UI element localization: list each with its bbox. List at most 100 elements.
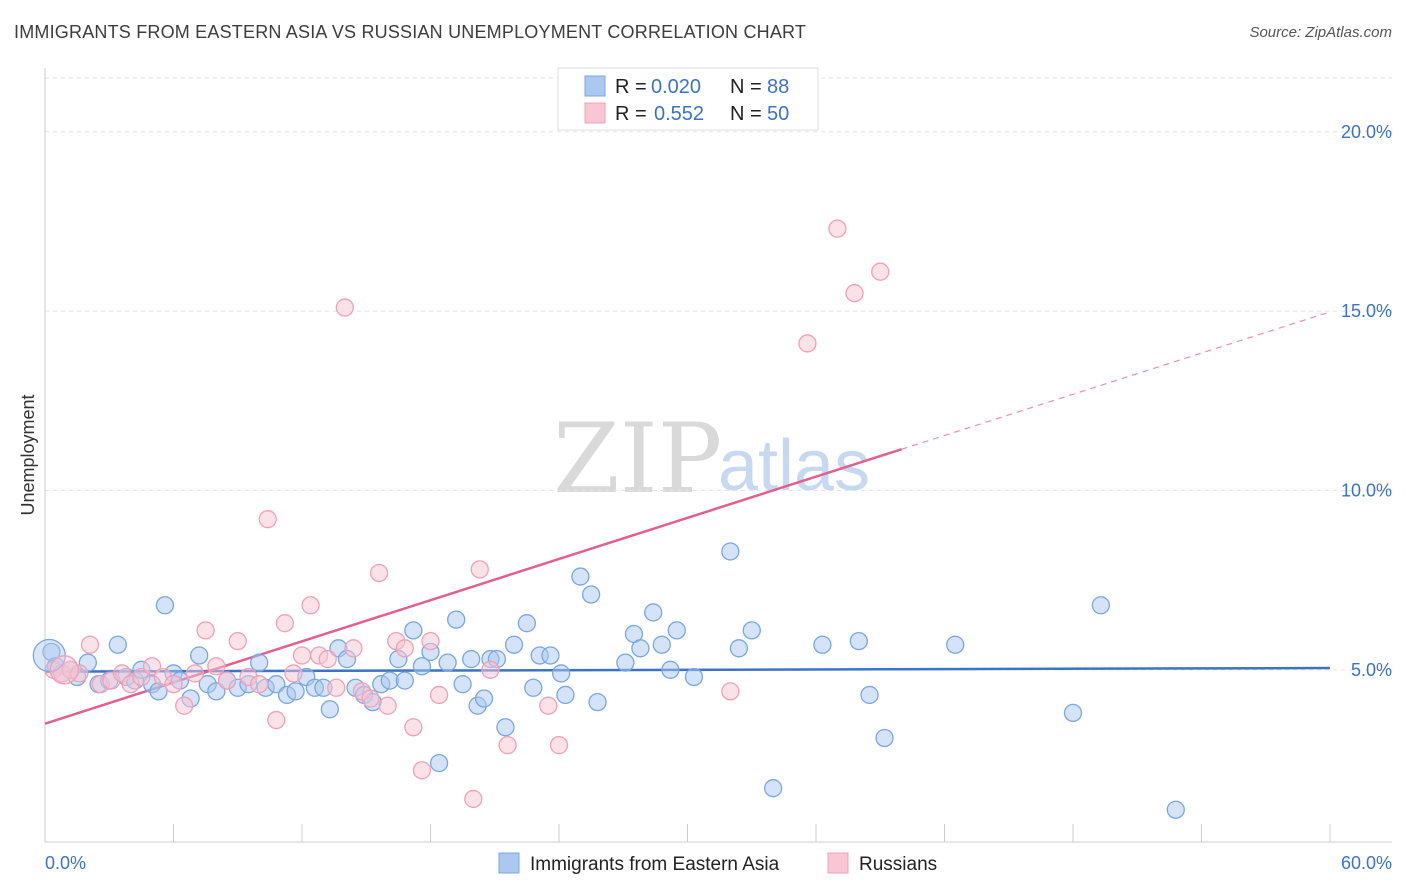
- point-russians: [470, 560, 489, 579]
- point-russians: [481, 660, 500, 679]
- legend-r-value-2: 0.552: [654, 103, 704, 125]
- point-russians: [164, 675, 183, 694]
- point-immigrants: [286, 682, 305, 701]
- point-immigrants: [729, 639, 749, 658]
- point-russians: [250, 675, 269, 694]
- point-immigrants: [453, 675, 472, 694]
- point-immigrants: [742, 621, 761, 640]
- point-russians: [327, 678, 346, 697]
- point-russians: [292, 646, 312, 665]
- point-russians: [344, 639, 363, 658]
- point-immigrants: [1166, 800, 1185, 819]
- watermark-zip: ZIP: [553, 403, 722, 515]
- point-immigrants: [556, 685, 575, 705]
- point-russians: [361, 689, 380, 708]
- labels-layer: 5.0% 10.0% 15.0% 20.0% 0.0% 60.0%: [45, 122, 1392, 873]
- point-russians: [421, 631, 440, 651]
- point-immigrants: [581, 585, 601, 604]
- point-immigrants: [764, 779, 783, 798]
- point-immigrants: [1091, 596, 1110, 615]
- point-russians: [207, 657, 226, 676]
- point-immigrants: [541, 646, 560, 665]
- watermark-atlas: atlas: [718, 426, 870, 506]
- point-immigrants: [190, 646, 209, 665]
- point-immigrants: [395, 671, 414, 690]
- point-immigrants: [320, 700, 339, 719]
- y-tick-label: 5.0%: [1351, 660, 1392, 680]
- legend-r-label-1: R =: [615, 76, 647, 98]
- bottom-legend-swatch-russians: [827, 852, 849, 874]
- point-russians: [217, 671, 237, 690]
- bottom-legend: Immigrants from Eastern Asia Russians: [498, 852, 937, 875]
- point-russians: [284, 664, 303, 683]
- point-russians: [142, 657, 162, 676]
- point-russians: [175, 696, 194, 715]
- point-russians: [258, 510, 277, 529]
- point-immigrants: [404, 621, 423, 640]
- trend-layer: [44, 311, 1331, 725]
- point-immigrants: [946, 635, 965, 654]
- point-russians: [429, 685, 449, 705]
- point-russians: [378, 696, 397, 715]
- point-immigrants: [644, 603, 663, 622]
- point-russians: [845, 284, 864, 303]
- point-immigrants: [1063, 703, 1083, 723]
- point-immigrants: [551, 664, 571, 683]
- legend-swatch-immigrants: [584, 75, 606, 97]
- point-russians: [539, 696, 558, 715]
- points-layer: [32, 219, 1185, 819]
- bottom-legend-label-russians: Russians: [859, 854, 937, 875]
- point-immigrants: [412, 657, 432, 676]
- point-immigrants: [849, 631, 868, 651]
- point-immigrants: [108, 635, 127, 654]
- point-russians: [335, 298, 354, 317]
- point-immigrants: [684, 667, 704, 687]
- point-russians: [369, 563, 389, 583]
- point-immigrants: [721, 542, 740, 561]
- point-immigrants: [661, 660, 680, 679]
- bottom-legend-swatch-immigrants: [498, 852, 520, 874]
- point-immigrants: [524, 678, 543, 697]
- point-immigrants: [496, 718, 515, 737]
- legend-n-label-1: N =: [730, 76, 762, 98]
- point-russians: [267, 710, 286, 730]
- y-axis-title: Unemployment: [18, 394, 38, 515]
- grid-layer: [45, 77, 1392, 671]
- point-immigrants: [652, 635, 671, 654]
- point-immigrants: [667, 621, 686, 640]
- point-russians: [871, 262, 890, 281]
- point-immigrants: [504, 635, 524, 654]
- y-tick-label: 10.0%: [1341, 480, 1392, 500]
- legend-swatch-russians: [584, 102, 606, 124]
- point-russians: [185, 664, 205, 683]
- point-immigrants: [588, 692, 607, 712]
- watermark: ZIP atlas: [553, 403, 870, 515]
- point-russians: [196, 621, 215, 640]
- point-immigrants: [813, 635, 832, 654]
- point-immigrants: [250, 653, 269, 672]
- point-immigrants: [474, 689, 494, 708]
- point-russians: [412, 761, 432, 780]
- point-russians: [549, 736, 569, 755]
- point-immigrants: [207, 682, 226, 701]
- point-immigrants: [631, 639, 650, 658]
- point-immigrants: [517, 614, 537, 633]
- point-russians: [828, 219, 847, 238]
- point-immigrants: [860, 685, 879, 705]
- legend-r-label-2: R =: [615, 103, 647, 125]
- point-immigrants: [616, 653, 635, 672]
- point-russians: [721, 682, 740, 701]
- x-tick-label: 0.0%: [45, 853, 86, 873]
- legend-r-value-1: 0.020: [651, 76, 701, 98]
- point-immigrants: [875, 728, 894, 748]
- bottom-legend-label-immigrants: Immigrants from Eastern Asia: [530, 854, 780, 875]
- point-russians: [318, 649, 337, 669]
- point-russians: [301, 596, 320, 615]
- trend-line-russians-extension: [901, 311, 1331, 450]
- legend-n-value-2: 50: [767, 103, 789, 125]
- point-russians: [395, 639, 414, 658]
- point-immigrants: [429, 753, 449, 773]
- point-russians: [498, 736, 517, 755]
- legend-n-label-2: N =: [730, 103, 762, 125]
- point-immigrants: [447, 610, 466, 629]
